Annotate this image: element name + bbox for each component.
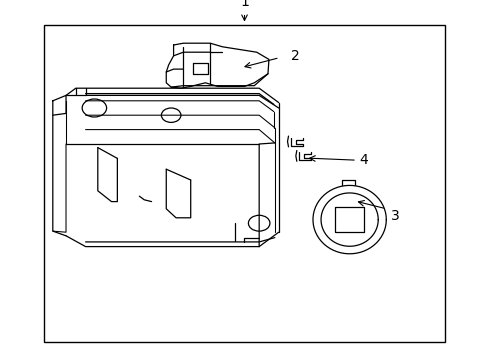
Text: 3: 3 [390,209,399,223]
Text: 4: 4 [359,153,367,167]
Bar [44,25,444,342]
Text: 2: 2 [290,49,299,63]
Text: 1: 1 [240,0,248,9]
